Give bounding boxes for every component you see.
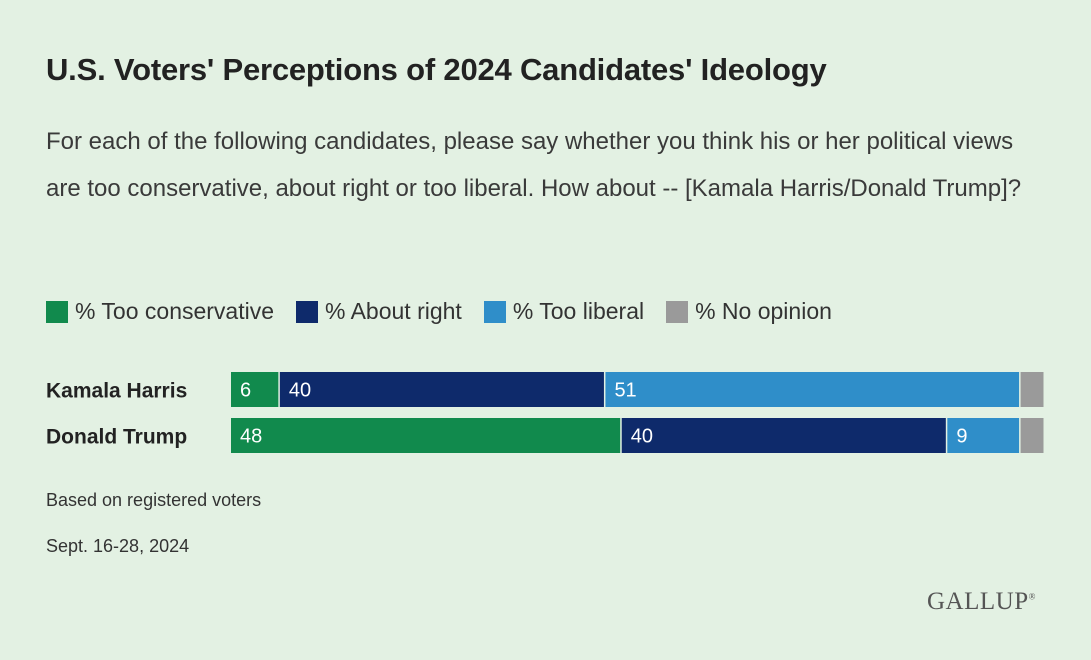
footnote-dates: Sept. 16-28, 2024	[46, 536, 190, 556]
bar-kamala-harris-too-liberal	[605, 372, 1020, 407]
legend-item-about-right: % About right	[296, 298, 462, 325]
legend-item-too-conservative: % Too conservative	[46, 298, 274, 325]
data-label-kamala-harris-too-conservative: 6	[240, 380, 251, 402]
data-label-donald-trump-too-conservative: 48	[240, 426, 262, 448]
legend-label-about-right: % About right	[325, 298, 462, 324]
gallup-logo: GALLUP®	[927, 588, 1036, 615]
legend-swatch-too-liberal	[483, 300, 506, 323]
legend-swatch-about-right	[296, 300, 319, 323]
chart-title: U.S. Voters' Perceptions of 2024 Candida…	[46, 52, 827, 87]
legend-label-no-opinion: % No opinion	[695, 298, 832, 324]
bar-donald-trump-too-liberal	[947, 418, 1020, 453]
category-label-donald-trump: Donald Trump	[46, 426, 187, 449]
bar-kamala-harris-too-conservative	[231, 372, 279, 407]
legend-label-too-conservative: % Too conservative	[75, 298, 275, 324]
legend-item-too-liberal: % Too liberal	[483, 298, 645, 325]
category-label-kamala-harris: Kamala Harris	[46, 380, 187, 403]
bar-kamala-harris-about-right	[279, 372, 604, 407]
bar-donald-trump-about-right	[621, 418, 946, 453]
footnote-basis: Based on registered voters	[46, 490, 262, 510]
bar-kamala-harris-no-opinion	[1020, 372, 1044, 407]
legend-swatch-no-opinion	[666, 300, 689, 323]
legend-label-too-liberal: % Too liberal	[512, 298, 645, 324]
data-label-donald-trump-about-right: 40	[631, 426, 653, 448]
legend: % Too conservative % About right % Too l…	[46, 298, 854, 325]
bar-donald-trump-too-conservative	[231, 418, 621, 453]
data-label-kamala-harris-about-right: 40	[289, 380, 311, 402]
legend-swatch-too-conservative	[46, 300, 68, 323]
data-label-kamala-harris-too-liberal: 51	[614, 380, 636, 402]
legend-item-no-opinion: % No opinion	[666, 298, 832, 325]
bar-donald-trump-no-opinion	[1020, 418, 1044, 453]
data-label-donald-trump-too-liberal: 9	[956, 426, 967, 448]
chart-subtitle: For each of the following candidates, pl…	[46, 128, 1022, 202]
